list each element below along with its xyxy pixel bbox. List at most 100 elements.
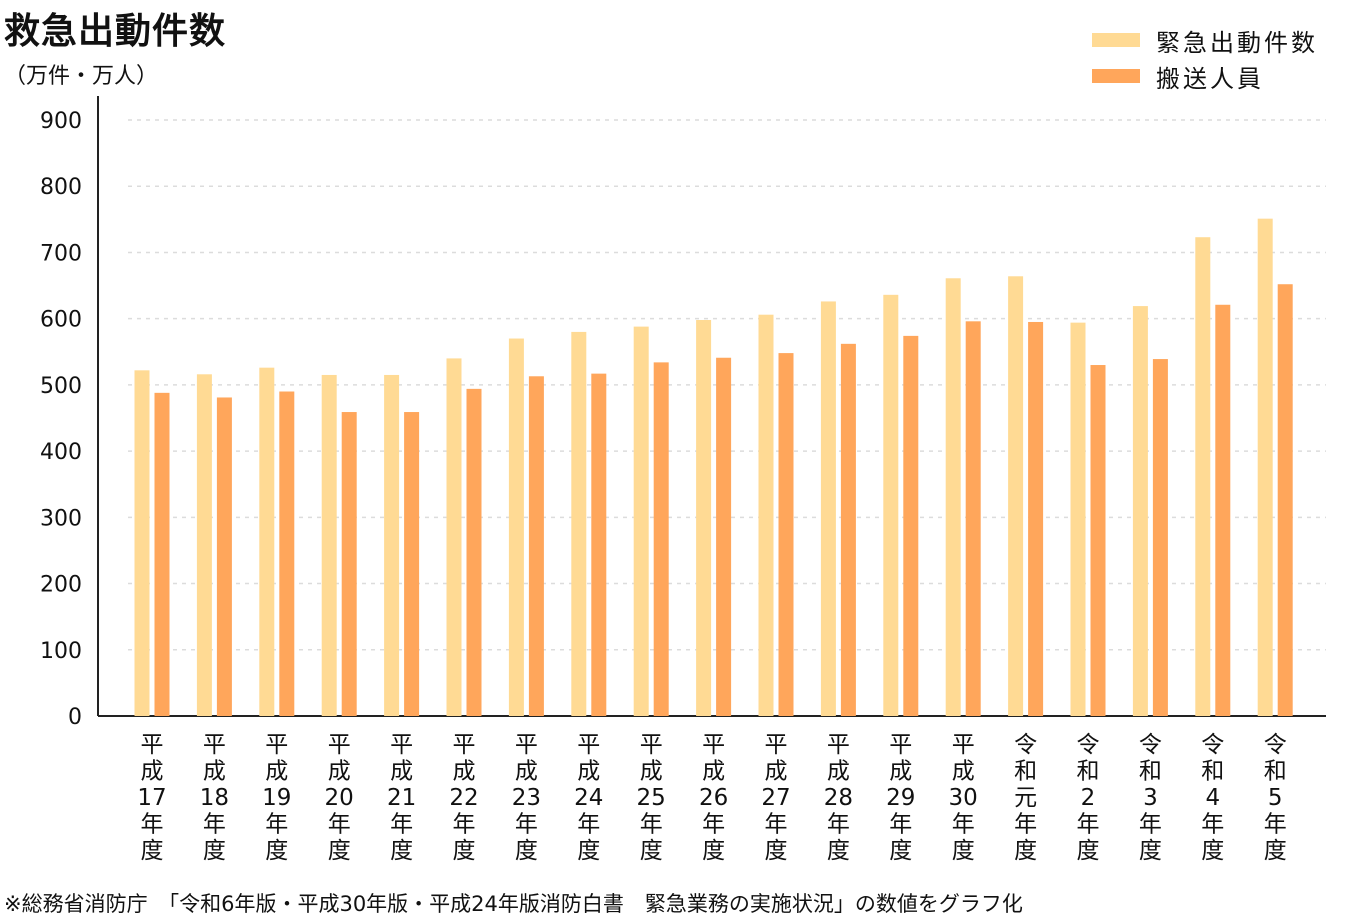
x-tick-label-16: 令: [1139, 732, 1162, 758]
x-tick-label-10: 成: [765, 759, 788, 785]
x-tick-label-15: 2: [1081, 785, 1096, 811]
x-tick-label-11: 年: [827, 812, 850, 838]
x-tick-label-10: 27: [761, 785, 790, 811]
x-tick-label-10: 年: [765, 812, 788, 838]
bar-transport-12: [903, 335, 919, 716]
bar-dispatch-11: [820, 301, 836, 716]
x-tick-label-1: 度: [203, 838, 226, 864]
x-tick-label-17: 度: [1201, 838, 1224, 864]
y-tick-label: 400: [40, 440, 82, 465]
x-tick-label-6: 年: [515, 812, 538, 838]
x-tick-label-13: 30: [949, 785, 978, 811]
x-tick-label-6: 成: [515, 759, 538, 785]
bar-dispatch-18: [1257, 218, 1273, 716]
x-tick-label-9: 年: [702, 812, 725, 838]
x-tick-label-3: 度: [328, 838, 351, 864]
bar-transport-5: [466, 388, 482, 716]
legend-item-dispatch: 緊急出動件数: [1092, 22, 1318, 58]
x-tick-label-0: 平: [141, 732, 164, 758]
x-tick-label-8: 25: [637, 785, 666, 811]
x-tick-label-18: 5: [1268, 785, 1283, 811]
x-tick-label-14: 度: [1014, 838, 1037, 864]
x-tick-label-7: 24: [574, 785, 603, 811]
bar-transport-11: [840, 343, 856, 716]
x-tick-label-16: 度: [1139, 838, 1162, 864]
x-tick-label-16: 年: [1139, 812, 1162, 838]
x-tick-label-6: 度: [515, 838, 538, 864]
y-tick-label: 300: [40, 506, 82, 531]
bar-dispatch-7: [571, 331, 587, 716]
bar-transport-10: [778, 353, 794, 716]
bar-transport-14: [1028, 321, 1044, 716]
x-tick-label-3: 平: [328, 732, 351, 758]
bar-dispatch-16: [1132, 306, 1148, 716]
bar-dispatch-2: [259, 367, 275, 716]
x-tick-label-4: 平: [390, 732, 413, 758]
x-tick-label-9: 成: [702, 759, 725, 785]
x-tick-label-0: 成: [141, 759, 164, 785]
x-tick-label-5: 平: [453, 732, 476, 758]
x-tick-label-14: 令: [1014, 732, 1037, 758]
legend: 緊急出動件数 搬送人員: [1092, 22, 1318, 94]
x-tick-label-4: 年: [390, 812, 413, 838]
y-tick-label: 100: [40, 639, 82, 664]
chart-title: 救急出動件数: [4, 11, 227, 52]
x-tick-label-2: 度: [265, 838, 288, 864]
x-tick-label-8: 度: [640, 838, 663, 864]
x-tick-label-7: 成: [577, 759, 600, 785]
x-tick-label-2: 19: [262, 785, 291, 811]
bar-dispatch-9: [696, 319, 712, 716]
x-tick-label-1: 平: [203, 732, 226, 758]
x-tick-label-6: 23: [512, 785, 541, 811]
x-tick-label-15: 和: [1077, 759, 1100, 785]
x-tick-label-12: 成: [889, 759, 912, 785]
x-tick-label-0: 17: [137, 785, 166, 811]
x-tick-label-15: 令: [1077, 732, 1100, 758]
x-tick-label-18: 年: [1264, 812, 1287, 838]
x-tick-label-0: 度: [141, 838, 164, 864]
x-tick-label-7: 平: [577, 732, 600, 758]
bar-dispatch-6: [508, 338, 524, 716]
x-tick-label-9: 26: [699, 785, 728, 811]
x-tick-label-18: 度: [1264, 838, 1287, 864]
x-tick-label-2: 年: [265, 812, 288, 838]
bar-dispatch-12: [883, 294, 899, 716]
x-tick-label-17: 4: [1205, 785, 1220, 811]
y-tick-label: 500: [40, 374, 82, 399]
x-tick-label-4: 成: [390, 759, 413, 785]
bar-dispatch-0: [134, 370, 150, 716]
bar-transport-8: [653, 362, 669, 716]
x-tick-label-13: 度: [952, 838, 975, 864]
x-tick-label-3: 成: [328, 759, 351, 785]
bar-transport-1: [216, 397, 232, 716]
bar-transport-18: [1277, 284, 1293, 716]
x-tick-label-5: 度: [453, 838, 476, 864]
bar-transport-2: [279, 391, 295, 716]
bar-dispatch-8: [633, 326, 649, 716]
x-tick-label-11: 平: [827, 732, 850, 758]
bar-transport-7: [591, 373, 607, 716]
bar-dispatch-3: [321, 374, 337, 716]
x-tick-label-17: 和: [1201, 759, 1224, 785]
bar-transport-15: [1090, 365, 1106, 716]
x-tick-label-12: 平: [889, 732, 912, 758]
x-tick-label-1: 年: [203, 812, 226, 838]
bar-transport-16: [1152, 359, 1168, 716]
x-tick-label-13: 平: [952, 732, 975, 758]
x-tick-label-12: 29: [886, 785, 915, 811]
bar-dispatch-14: [1008, 276, 1024, 716]
x-tick-label-14: 元: [1014, 785, 1037, 811]
bar-transport-4: [404, 412, 420, 716]
bar-transport-13: [965, 321, 981, 716]
x-tick-label-4: 21: [387, 785, 416, 811]
x-tick-label-11: 成: [827, 759, 850, 785]
x-tick-label-13: 成: [952, 759, 975, 785]
x-tick-label-9: 度: [702, 838, 725, 864]
x-tick-label-10: 度: [765, 838, 788, 864]
x-tick-label-12: 度: [889, 838, 912, 864]
x-tick-label-5: 22: [449, 785, 478, 811]
x-tick-label-0: 年: [141, 812, 164, 838]
legend-item-transport: 搬送人員: [1092, 58, 1318, 94]
legend-swatch-transport: [1092, 69, 1140, 83]
bar-dispatch-10: [758, 314, 774, 716]
